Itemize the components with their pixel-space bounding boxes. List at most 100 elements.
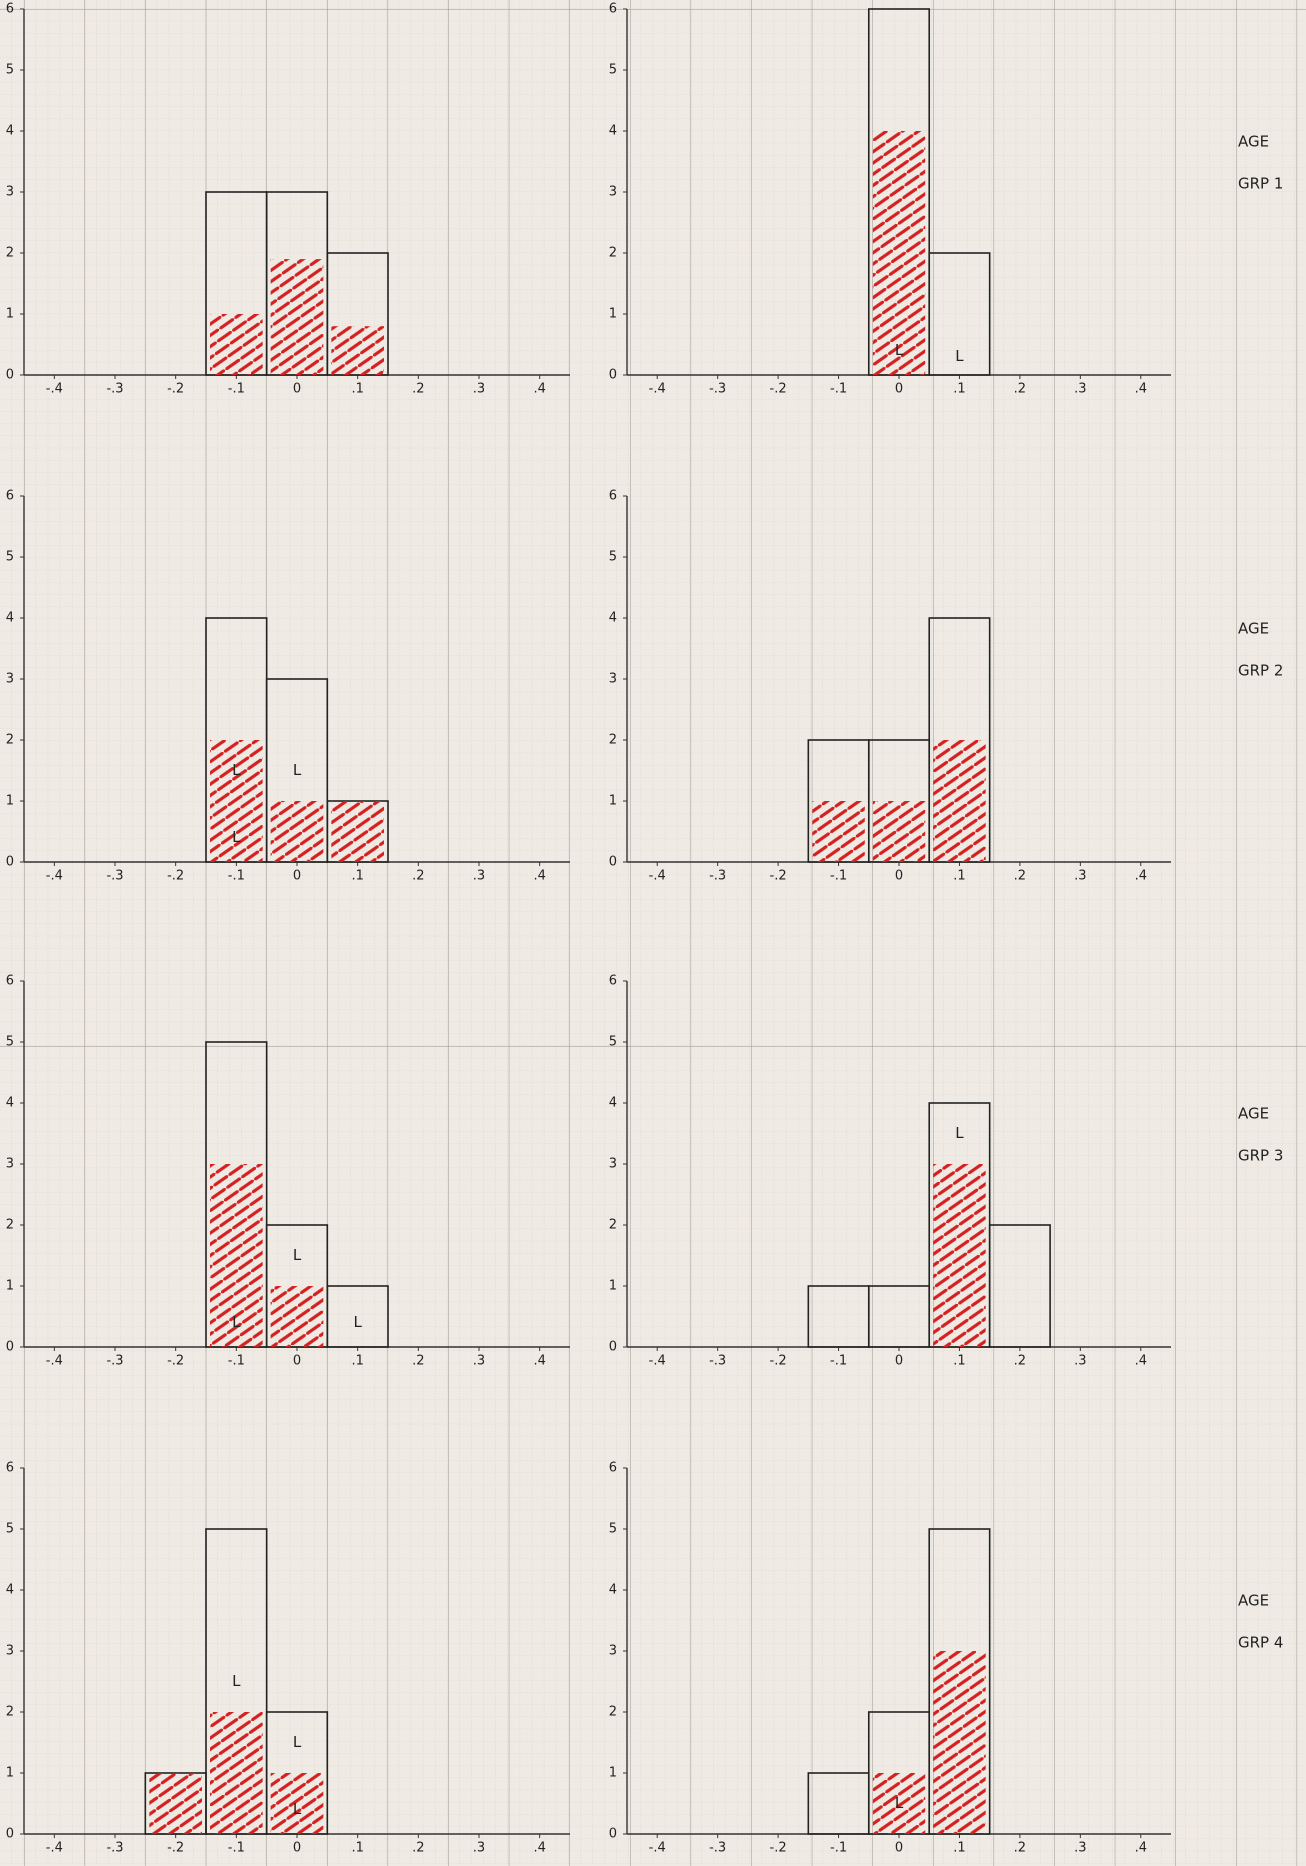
y-tick-label: 5 — [6, 1035, 14, 1050]
group-label: AGE — [1238, 133, 1269, 151]
y-tick-label: 4 — [6, 1096, 14, 1111]
y-tick-label: 0 — [609, 1340, 617, 1355]
x-tick-label: .4 — [1135, 382, 1147, 397]
x-tick-label: -.3 — [709, 1841, 726, 1856]
y-tick-label: 4 — [609, 611, 617, 626]
annotation: L — [895, 341, 904, 359]
y-tick-label: 4 — [609, 124, 617, 139]
y-tick-label: 5 — [609, 550, 617, 565]
group-label: GRP 3 — [1238, 1147, 1283, 1165]
group-label: AGE — [1238, 1592, 1269, 1610]
y-tick-label: 1 — [6, 1766, 14, 1781]
x-tick-label: .2 — [1014, 1354, 1026, 1369]
x-tick-label: -.3 — [106, 1841, 123, 1856]
x-tick-label: .4 — [1135, 869, 1147, 884]
graph-paper-page: 0 1 2 3 4 5 6 -.4 -.3 -.2 -.1 0 .1 .2 .3 .4 0 1 2 3 4 5 6 -.4 -.… — [0, 0, 1306, 1866]
x-tick-label: -.4 — [649, 382, 666, 397]
x-tick-label: -.1 — [228, 1354, 245, 1369]
x-tick-label: .4 — [533, 382, 545, 397]
hatched-bar — [210, 314, 263, 375]
x-tick-label: .2 — [412, 1841, 424, 1856]
x-tick-label: -.3 — [709, 382, 726, 397]
y-tick-label: 6 — [609, 1461, 617, 1476]
x-tick-label: .2 — [412, 1354, 424, 1369]
annotation: L — [353, 1313, 362, 1331]
y-tick-label: 2 — [609, 1705, 617, 1720]
x-tick-label: .2 — [412, 869, 424, 884]
y-tick-label: 3 — [6, 1157, 14, 1172]
y-tick-label: 1 — [609, 794, 617, 809]
x-tick-label: .1 — [351, 1841, 363, 1856]
y-tick-label: 5 — [609, 1035, 617, 1050]
hatched-bar — [149, 1773, 202, 1834]
hatched-bar — [331, 326, 384, 375]
y-tick-label: 6 — [609, 489, 617, 504]
x-tick-label: -.3 — [106, 869, 123, 884]
hatched-bar — [210, 1712, 263, 1834]
y-tick-label: 3 — [6, 672, 14, 687]
x-tick-label: .1 — [953, 1841, 965, 1856]
x-tick-label: -.4 — [46, 382, 63, 397]
x-tick-label: -.2 — [167, 869, 184, 884]
hatched-bar — [873, 131, 925, 375]
x-tick-label: -.1 — [830, 382, 847, 397]
annotation: L — [293, 1733, 302, 1751]
y-tick-label: 2 — [6, 1705, 14, 1720]
x-tick-label: .2 — [1014, 1841, 1026, 1856]
x-tick-label: -.4 — [46, 1354, 63, 1369]
y-tick-label: 5 — [609, 63, 617, 78]
x-tick-label: -.2 — [770, 382, 787, 397]
x-tick-label: .4 — [533, 1354, 545, 1369]
y-tick-label: 0 — [6, 1827, 14, 1842]
x-tick-label: -.3 — [709, 1354, 726, 1369]
x-tick-label: -.1 — [830, 1354, 847, 1369]
y-tick-label: 4 — [6, 1583, 14, 1598]
group-label: GRP 4 — [1238, 1634, 1283, 1652]
x-tick-label: .1 — [953, 1354, 965, 1369]
x-tick-label: .2 — [1014, 869, 1026, 884]
y-tick-label: 2 — [609, 246, 617, 261]
hatched-bar — [271, 1286, 324, 1347]
hatched-bar — [331, 801, 384, 862]
x-tick-label: 0 — [293, 869, 301, 884]
x-tick-label: 0 — [895, 1354, 903, 1369]
y-tick-label: 2 — [609, 1218, 617, 1233]
annotation: L — [232, 761, 241, 779]
x-tick-label: -.1 — [830, 1841, 847, 1856]
hatched-bar — [873, 801, 925, 862]
x-tick-label: .3 — [1074, 1354, 1086, 1369]
y-tick-label: 0 — [6, 855, 14, 870]
x-tick-label: .1 — [953, 869, 965, 884]
hatched-bar — [812, 801, 864, 862]
group-label: AGE — [1238, 1105, 1269, 1123]
x-tick-label: .4 — [1135, 1354, 1147, 1369]
annotation: L — [232, 828, 241, 846]
y-tick-label: 6 — [6, 974, 14, 989]
x-tick-label: -.3 — [106, 382, 123, 397]
x-tick-label: -.1 — [228, 1841, 245, 1856]
hatched-bar — [933, 1651, 985, 1834]
x-tick-label: .2 — [1014, 382, 1026, 397]
x-tick-label: .3 — [1074, 1841, 1086, 1856]
y-tick-label: 5 — [609, 1522, 617, 1537]
x-tick-label: -.3 — [106, 1354, 123, 1369]
y-tick-label: 3 — [6, 185, 14, 200]
y-tick-label: 5 — [6, 63, 14, 78]
y-tick-label: 2 — [6, 733, 14, 748]
y-tick-label: 5 — [6, 550, 14, 565]
y-tick-label: 6 — [609, 2, 617, 17]
x-tick-label: .3 — [473, 382, 485, 397]
annotation: L — [232, 1672, 241, 1690]
y-tick-label: 1 — [6, 1279, 14, 1294]
y-tick-label: 4 — [6, 611, 14, 626]
x-tick-label: -.4 — [649, 1841, 666, 1856]
x-tick-label: -.1 — [830, 869, 847, 884]
annotation: L — [955, 1124, 964, 1142]
major-grid — [0, 0, 1306, 1866]
group-label: GRP 2 — [1238, 662, 1283, 680]
y-tick-label: 3 — [609, 672, 617, 687]
y-tick-label: 1 — [6, 794, 14, 809]
y-tick-label: 0 — [6, 368, 14, 383]
x-tick-label: -.3 — [709, 869, 726, 884]
x-tick-label: 0 — [895, 869, 903, 884]
